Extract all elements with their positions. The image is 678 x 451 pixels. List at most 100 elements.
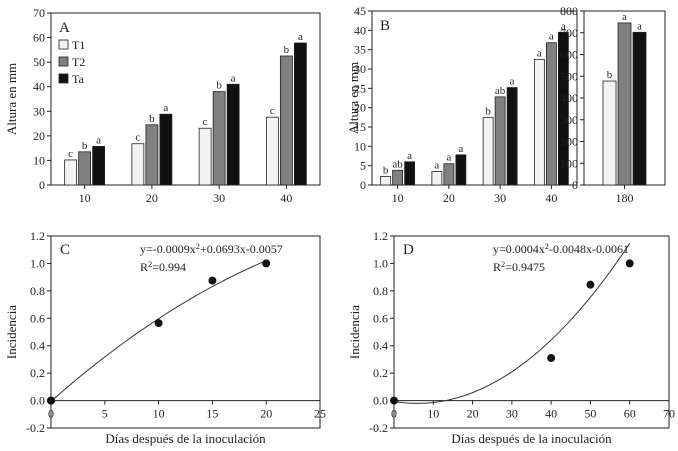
y-tick-label: 40	[354, 23, 366, 37]
fit-equation-rest: +0.0693x-0.0057	[200, 242, 283, 256]
x-tick-label: 50	[584, 407, 596, 421]
fit-equation-main: y=-0.0009x	[140, 242, 196, 256]
y-tick-label: 1.0	[373, 256, 388, 270]
x-tick-label: 20	[467, 407, 479, 421]
y-tick-label: 0	[572, 178, 578, 192]
y-axis-label: Incidencia	[4, 305, 19, 359]
y-tick-label: 30	[354, 62, 366, 76]
y-tick-label: 60	[33, 31, 45, 45]
significance-letter: a	[458, 143, 463, 155]
fit-equation-sup: 2	[545, 242, 549, 251]
bar-t1	[431, 171, 443, 186]
fit-equation: y=0.0004x2-0.0048x-0.0061	[493, 242, 629, 257]
y-tick-label: 5	[360, 159, 366, 173]
bar-ta	[404, 161, 416, 186]
y-tick-label: 300	[560, 113, 578, 127]
y-tick-label: 0.6	[373, 311, 388, 325]
y-tick-label: 0.4	[30, 339, 45, 353]
significance-letter: c	[68, 148, 73, 160]
panel-label: D	[403, 242, 414, 258]
significance-letter: a	[96, 134, 101, 146]
x-tick-label: 10	[79, 191, 91, 205]
significance-letter: a	[298, 31, 303, 43]
bar-t1	[131, 143, 145, 186]
fit-equation-rest: -0.0048x-0.0061	[549, 242, 629, 256]
significance-letter: a	[622, 11, 627, 23]
data-point	[154, 319, 163, 328]
significance-letter: a	[163, 102, 168, 114]
significance-letter: a	[407, 150, 412, 162]
x-tick-label: 10	[153, 407, 165, 421]
significance-letter: ab	[392, 158, 403, 170]
x-tick-label: 40	[545, 191, 557, 205]
legend-label: T1	[72, 38, 85, 52]
x-tick-label: 0	[48, 407, 54, 421]
bar-ta	[293, 42, 307, 186]
x-tick-label: 70	[663, 407, 675, 421]
y-tick-label: 20	[33, 129, 45, 143]
y-tick-label: 20	[354, 101, 366, 115]
y-tick-label: 0.0	[373, 394, 388, 408]
r-squared-rest: =0.9475	[505, 260, 545, 274]
significance-letter: a	[446, 152, 451, 164]
y-tick-label: 0.4	[373, 339, 388, 353]
y-tick-label: 0.2	[373, 366, 388, 380]
y-tick-label: 30	[33, 104, 45, 118]
significance-letter: a	[637, 20, 642, 32]
data-point	[390, 396, 398, 405]
y-tick-label: 600	[560, 48, 578, 62]
y-tick-label: 15	[354, 120, 366, 134]
y-tick-label: 0.2	[30, 366, 45, 380]
x-tick-label: 30	[506, 407, 518, 421]
x-axis-label: Días después de la inoculación	[451, 431, 612, 446]
legend-swatch-t1	[58, 39, 69, 50]
significance-letter: c	[203, 116, 208, 128]
y-tick-label: 1.2	[30, 229, 45, 243]
y-tick-label: 70	[33, 6, 45, 20]
y-tick-label: 200	[560, 135, 578, 149]
bar-ta	[159, 113, 173, 186]
y-tick-label: 0.8	[373, 284, 388, 298]
x-tick-label: 180	[616, 191, 634, 205]
bar-ta	[455, 154, 467, 186]
data-point	[625, 259, 634, 268]
x-axis-label: Días después de la inoculación	[105, 431, 266, 446]
significance-letter: a	[537, 47, 542, 59]
bar-ta	[632, 31, 647, 186]
y-tick-label: 45	[354, 4, 366, 18]
y-tick-label: 500	[560, 69, 578, 83]
bar-t2	[212, 91, 226, 186]
plot-frame	[393, 235, 670, 429]
fit-curve	[50, 260, 267, 402]
significance-letter: b	[383, 164, 389, 176]
r-squared-sup: 2	[501, 260, 505, 269]
x-tick-label: 30	[213, 191, 225, 205]
bar-t1	[64, 159, 78, 186]
significance-letter: b	[216, 80, 222, 92]
bar-t2	[494, 96, 506, 186]
y-tick-label: 400	[560, 91, 578, 105]
y-axis-label: Altura en mm	[346, 62, 361, 134]
chart-d: -0.2 0.0 0.2 0.4 0.6 0.8 1.0 1.2 0 10 20 30 40 50 60 70…	[347, 229, 675, 446]
legend-label: T2	[72, 55, 85, 69]
y-tick-label: 700	[560, 26, 578, 40]
fit-equation-main: y=0.0004x	[493, 242, 545, 256]
significance-letter: a	[510, 76, 515, 88]
y-tick-label: 0.0	[30, 394, 45, 408]
x-tick-label: 40	[280, 191, 292, 205]
significance-letter: a	[549, 31, 554, 43]
bar-ta	[506, 87, 518, 186]
y-tick-label: 25	[354, 81, 366, 95]
x-tick-label: 30	[494, 191, 506, 205]
chart-c: -0.2 0.0 0.2 0.4 0.6 0.8 1.0 1.2 0 5 10 15 20 25 C y=-0…	[4, 229, 326, 446]
bar-t2	[617, 22, 632, 186]
significance-letter: b	[284, 44, 290, 56]
data-point	[586, 280, 595, 289]
y-tick-label: 100	[560, 156, 578, 170]
significance-letter: b	[607, 69, 613, 81]
r-squared: R2=0.9475	[493, 260, 545, 275]
bar-t1	[533, 58, 545, 186]
r-squared-main: R	[493, 260, 501, 274]
